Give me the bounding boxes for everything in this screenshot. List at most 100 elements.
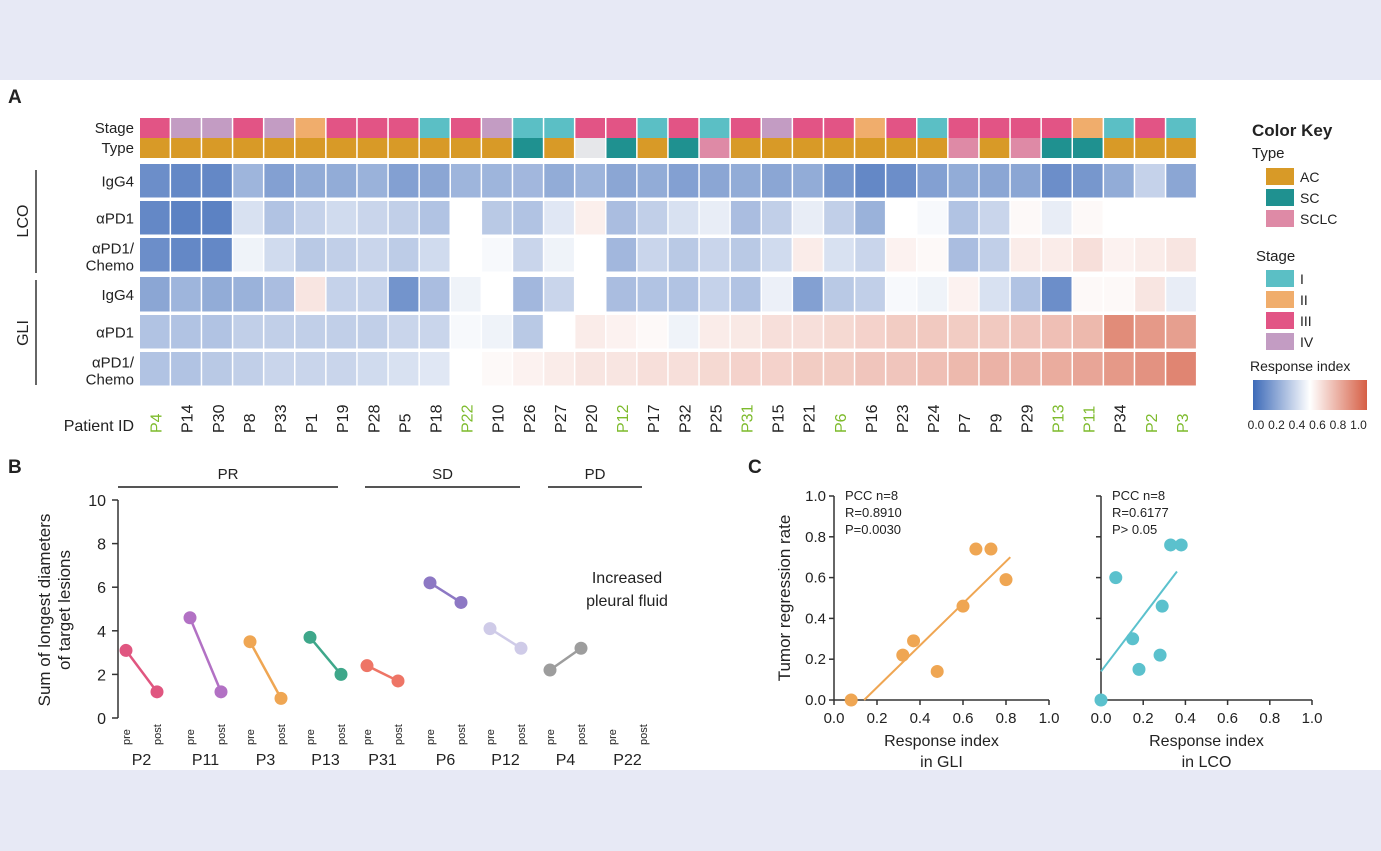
legend-stage-label: IV (1300, 334, 1314, 350)
heatmap-value-cell (1166, 277, 1196, 312)
heatmap-stage-cell (1041, 118, 1072, 138)
heatmap-value-cell (948, 315, 979, 349)
patient-id-label: P11 (1082, 406, 1099, 433)
heatmap-value-cell (637, 201, 668, 235)
heatmap-value-cell (233, 352, 263, 386)
panel-c-y-tick-label: 0.6 (805, 570, 826, 587)
heatmap-value-cell (357, 352, 388, 386)
heatmap-type-cell (1041, 138, 1072, 158)
heatmap-stage-cell (513, 118, 543, 138)
heatmap-value-cell (793, 277, 823, 312)
heatmap-type-cell (637, 138, 668, 158)
panel-c-y-tick-label: 0.4 (805, 610, 826, 627)
heatmap-value-cell (606, 352, 637, 386)
heatmap-value-cell (295, 201, 326, 235)
panel-c-left-stat: R=0.8910 (845, 505, 902, 520)
row-label: αPD1/ (92, 241, 135, 258)
heatmap-stage-cell (886, 118, 916, 138)
heatmap-value-cell (948, 238, 979, 272)
legend-stage-title: Stage (1256, 248, 1295, 265)
patient-id-label: P21 (802, 404, 819, 433)
heatmap-value-cell (979, 238, 1010, 272)
heatmap-value-cell (419, 164, 450, 198)
heatmap-value-cell (575, 164, 605, 198)
heatmap-value-cell (264, 352, 294, 386)
panel-b-post-point (391, 674, 405, 688)
heatmap-value-cell (1010, 352, 1041, 386)
legend-type-label: SCLC (1300, 211, 1337, 227)
panel-b-pre-point (543, 663, 557, 677)
heatmap-value-cell (886, 315, 916, 349)
heatmap-stage-cell (917, 118, 948, 138)
heatmap-value-cell (513, 277, 543, 312)
panel-c-x-tick-label: 0.2 (867, 710, 888, 727)
panel-b-series-line (309, 636, 342, 676)
heatmap-value-cell (1041, 201, 1072, 235)
panel-c-x-tick-label: 0.4 (910, 710, 931, 727)
heatmap-value-cell (699, 352, 730, 386)
heatmap-value-cell (699, 238, 730, 272)
heatmap-stage-cell (295, 118, 326, 138)
heatmap-value-cell (513, 352, 543, 386)
figure-panel: A B C P4 P14 P30 P8 P33 P1 P19 P28 P5 P18 P22 P10 P26 P2… (0, 80, 1381, 770)
heatmap-value-cell (140, 352, 170, 386)
heatmap-value-cell (388, 238, 419, 272)
panel-c-left-point (907, 634, 921, 648)
legend-response-tick: 0.4 (1289, 418, 1306, 432)
panel-label-b: B (8, 457, 22, 478)
heatmap-value-cell (575, 277, 605, 312)
heatmap-value-cell (171, 201, 201, 235)
heatmap-value-cell (762, 352, 792, 386)
panel-b-annotation: Increased (592, 570, 662, 587)
patient-id-title: Patient ID (64, 418, 134, 435)
heatmap-value-cell (1104, 352, 1134, 386)
patient-id-label: P14 (180, 404, 197, 433)
heatmap-type-cell (1010, 138, 1041, 158)
heatmap-value-cell (202, 238, 232, 272)
panel-c-left-xlabel: Response index (884, 733, 999, 750)
heatmap-value-cell (699, 315, 730, 349)
legend-type-label: SC (1300, 190, 1319, 206)
heatmap-value-cell (233, 164, 263, 198)
patient-id-label: P29 (1019, 404, 1036, 433)
heatmap-value-cell (730, 201, 761, 235)
patient-id-label: P9 (988, 413, 1005, 433)
heatmap-type-cell (1104, 138, 1134, 158)
panel-b-y-tick-label: 8 (97, 537, 106, 554)
panel-c-left-point (969, 542, 983, 556)
heatmap-value-cell (295, 238, 326, 272)
heatmap-value-cell (357, 164, 388, 198)
legend-response-tick: 0.2 (1268, 418, 1285, 432)
heatmap-value-cell (544, 315, 574, 349)
panel-b-patient-label: P12 (491, 752, 520, 769)
heatmap-value-cell (419, 238, 450, 272)
heatmap-value-cell (1073, 315, 1103, 349)
panel-b-pre-label: pre (425, 729, 437, 745)
panel-b-pre-point (119, 643, 133, 657)
heatmap-value-cell (544, 352, 574, 386)
heatmap-value-cell (1073, 238, 1103, 272)
heatmap-value-cell (793, 164, 823, 198)
legend-response-gradient (1253, 380, 1367, 410)
heatmap-value-cell (1010, 315, 1041, 349)
heatmap-value-cell (1104, 315, 1134, 349)
heatmap-value-cell (295, 277, 326, 312)
heatmap-value-cell (1041, 164, 1072, 198)
heatmap-value-cell (886, 201, 916, 235)
panel-c-right-stat: R=0.6177 (1112, 505, 1169, 520)
heatmap-stage-cell (730, 118, 761, 138)
heatmap-value-cell (482, 164, 512, 198)
heatmap-stage-cell (544, 118, 574, 138)
row-label: αPD1 (96, 325, 134, 342)
heatmap-value-cell (793, 352, 823, 386)
patient-id-label: P26 (522, 404, 539, 433)
panel-c-left-point (844, 693, 858, 707)
patient-id-label: P13 (1050, 404, 1067, 433)
heatmap-value-cell (264, 238, 294, 272)
heatmap-value-cell (637, 352, 668, 386)
heatmap-value-cell (762, 238, 792, 272)
panel-b-pre-label: pre (121, 729, 133, 745)
heatmap-type-cell (388, 138, 419, 158)
heatmap-type-cell (730, 138, 761, 158)
heatmap-value-cell (762, 277, 792, 312)
